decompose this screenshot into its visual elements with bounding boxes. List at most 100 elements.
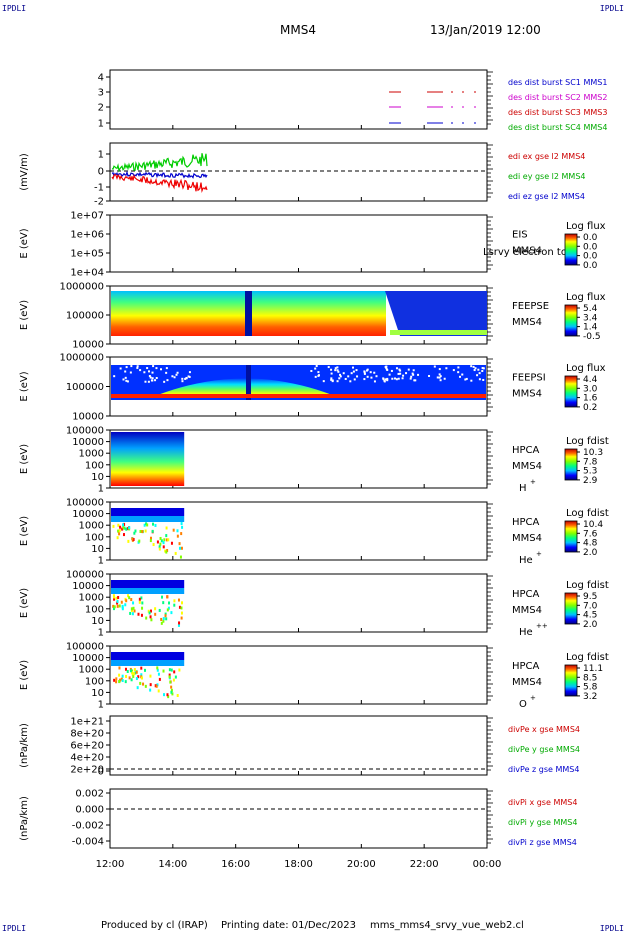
feepsi-speckle-215: [314, 375, 317, 378]
hpca-speckle-2-21: [120, 600, 123, 604]
hpca-speckle-3-46: [166, 693, 169, 697]
colorbar-title-hpca_o: Log fdist: [566, 652, 609, 663]
hpca-speckle-3-59: [135, 677, 138, 681]
colorbar-label-eis-2: 0.0: [583, 252, 598, 262]
hpca-speckle-3-32: [133, 668, 136, 672]
hpca-speckle-2-22: [137, 612, 140, 616]
hpca-speckle-1-51: [131, 537, 134, 541]
feepsi-speckle-68: [438, 376, 441, 379]
hpca-speckle-2-33: [130, 598, 133, 602]
hpca-speckle-2-55: [160, 621, 163, 625]
instrument-sub-hpca_h: MMS4: [512, 461, 542, 472]
y-tick-label-divpe-1: 8e+20: [70, 729, 104, 740]
feepsi-speckle-161: [334, 369, 337, 372]
y-tick-label-divpi-2: -0.002: [72, 821, 104, 832]
hpca-speckle-2-43: [113, 605, 116, 609]
hpca-speckle-2-16: [178, 621, 181, 625]
colorbar-label-hpca_he-0: 10.4: [583, 520, 603, 530]
colorbar-label-hpca_o-0: 11.1: [583, 664, 603, 674]
y-tick-label-hpca_h-2: 1000: [79, 449, 104, 460]
y-tick-label-burst-0: 4: [98, 73, 104, 84]
hpca-speckle-3-47: [156, 668, 159, 672]
feepsi-speckle-141: [465, 377, 468, 380]
hpca-speckle-2-15: [112, 604, 115, 608]
y-axis-label-feepse: E (eV): [19, 300, 30, 330]
feepse-dropout: [245, 291, 252, 336]
hpca-speckle-1-23: [180, 522, 183, 526]
feepsi-speckle-166: [482, 378, 485, 381]
y-axis-label-hpca_hepp: E (eV): [19, 588, 30, 618]
x-tick-label-1: 14:00: [158, 859, 187, 870]
feepsi-speckle-110: [154, 379, 157, 382]
instrument-label-hpca_o: HPCA: [512, 661, 540, 672]
instrument-label-feepse: FEEPSE: [512, 301, 549, 312]
feepsi-speckle-185: [173, 376, 176, 379]
feepsi-speckle-132: [125, 379, 128, 382]
feepsi-speckle-152: [477, 368, 480, 371]
hpca-speckle-2-49: [130, 607, 133, 611]
feepsi-speckle-169: [338, 373, 341, 376]
feepsi-speckle-202: [151, 371, 154, 374]
y-tick-label-hpca_h-0: 100000: [66, 426, 104, 437]
hpca-speckle-3-3: [170, 685, 173, 689]
y-tick-label-divpe-4: 2e+20: [70, 765, 104, 776]
hpca-speckle-2-61: [180, 606, 183, 610]
colorbar-label-hpca_he-3: 2.0: [583, 548, 598, 558]
hpca-speckle-3-27: [142, 682, 145, 686]
colorbar-label-feepsi-0: 4.4: [583, 375, 598, 385]
hpca-speckle-3-26: [149, 674, 152, 678]
hpca-speckle-1-53: [162, 541, 165, 545]
footer-produced: Produced by cl (IRAP): [101, 920, 208, 931]
y-tick-label-hpca_hepp-1: 10000: [72, 581, 104, 592]
hpca-speckle-3-10: [149, 683, 152, 687]
hpca-speckle-2-10: [116, 601, 119, 605]
hpca-speckle-3-7: [167, 695, 170, 699]
panel-frame-divpi: [109, 788, 488, 849]
hpca-mid-band-2: [111, 588, 185, 594]
feepsi-speckle-37: [391, 377, 394, 380]
colorbar-label-feepsi-3: 0.2: [583, 403, 597, 413]
hpca-speckle-1-50: [167, 538, 170, 542]
y-tick-label-feepsi-1: 100000: [66, 382, 104, 393]
feepsi-speckle-92: [181, 377, 184, 380]
hpca-speckle-3-39: [135, 670, 138, 674]
y-tick-label-edi-0: 1: [98, 150, 104, 161]
hpca-speckle-1-47: [178, 546, 181, 550]
colorbar-title-hpca_he: Log fdist: [566, 508, 609, 519]
feepsi-speckle-60: [386, 379, 389, 382]
feepsi-speckle-212: [428, 374, 431, 377]
instrument-sub-hpca_hepp: MMS4: [512, 605, 542, 616]
legend-entry-divpi-2: divPi z gse MMS4: [508, 838, 577, 847]
hpca-speckle-1-22: [170, 541, 173, 545]
hpca-speckle-2-63: [116, 604, 119, 608]
hpca-speckle-2-48: [162, 601, 165, 605]
colorbar-label-hpca_h-0: 10.3: [583, 448, 603, 458]
hpca-speckle-3-24: [124, 680, 127, 684]
feepsi-speckle-164: [445, 367, 448, 370]
colorbar-title-feepsi: Log flux: [566, 363, 606, 374]
y-axis-label-hpca_o: E (eV): [19, 660, 30, 690]
hpca-speckle-2-50: [154, 607, 157, 611]
colorbar-hpca_he: [564, 520, 578, 553]
feepsi-speckle-188: [464, 378, 467, 381]
hpca-speckle-1-63: [118, 532, 121, 536]
feepse-low-band: [390, 330, 487, 335]
instrument-sub-feepsi: MMS4: [512, 389, 542, 400]
hpca-speckle-3-55: [156, 666, 159, 670]
hpca-speckle-3-2: [178, 668, 181, 672]
hpca-speckle-3-64: [140, 666, 143, 670]
hpca-mid-band-1: [111, 516, 185, 522]
y-tick-label-divpi-3: -0.004: [72, 837, 104, 848]
colorbar-title-hpca_hepp: Log fdist: [566, 580, 609, 591]
hpca-speckle-1-30: [145, 522, 148, 526]
hpca-speckle-2-0: [168, 601, 171, 605]
hpca-speckle-2-26: [130, 608, 133, 612]
feepsi-speckle-170: [160, 368, 163, 371]
instrument-label-hpca_hepp: HPCA: [512, 589, 540, 600]
hpca-speckle-3-13: [139, 681, 142, 685]
hpca-speckle-3-15: [115, 680, 118, 684]
hpca-mid-band-3: [111, 660, 185, 666]
feepsi-speckle-36: [155, 367, 158, 370]
hpca-speckle-3-36: [144, 668, 147, 672]
feepsi-speckle-179: [327, 366, 330, 369]
